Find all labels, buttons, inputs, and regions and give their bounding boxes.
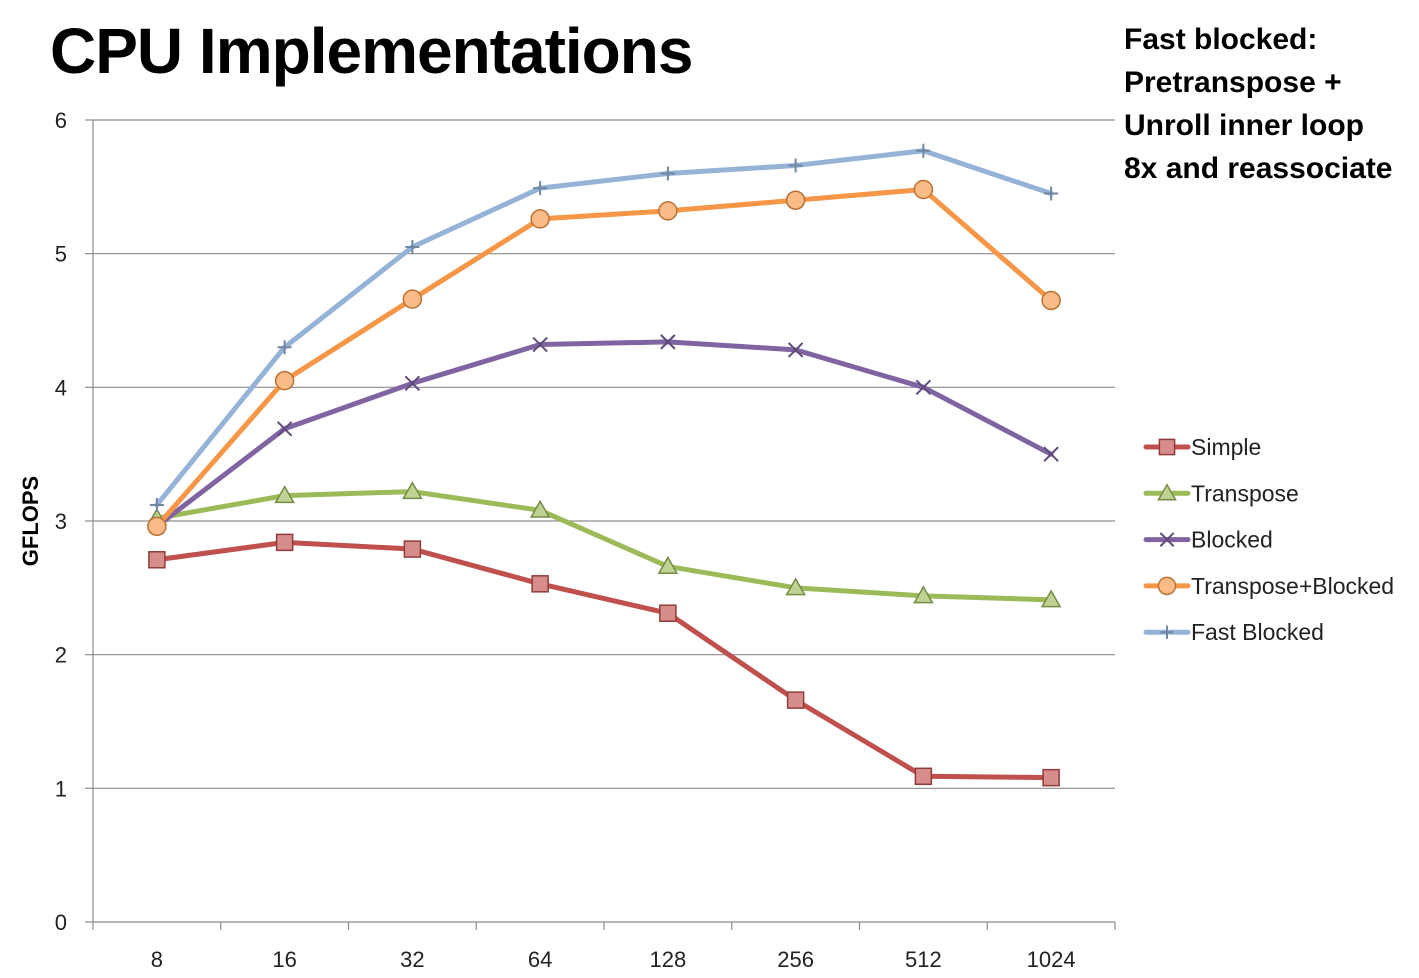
- gridlines: [93, 119, 1115, 789]
- series-line: [154, 539, 1054, 781]
- x-tick-label: 512: [905, 947, 942, 972]
- data-point: [147, 516, 167, 537]
- data-point: [659, 604, 677, 622]
- data-point: [915, 379, 932, 396]
- data-point: [276, 421, 293, 437]
- legend-entry: Simple: [1143, 434, 1261, 460]
- data-point: [914, 767, 933, 786]
- y-axis-label: GFLOPS: [18, 476, 43, 566]
- legend-marker: [1157, 483, 1177, 501]
- x-tick-label: 8: [151, 947, 163, 972]
- legend-entry: Transpose: [1143, 480, 1299, 506]
- y-tick-label: 3: [55, 509, 67, 534]
- data-point: [1042, 768, 1060, 787]
- legend-entry: Blocked: [1143, 527, 1273, 553]
- note-line: Fast blocked:: [1124, 23, 1318, 56]
- series-line: [154, 187, 1054, 529]
- data-point: [660, 334, 676, 350]
- annotation-note: Fast blocked: Pretranspose + Unroll inne…: [1124, 18, 1393, 190]
- legend-entry: Fast Blocked: [1143, 619, 1324, 645]
- data-point: [913, 179, 934, 200]
- data-point: [787, 342, 804, 358]
- series-line: [154, 148, 1054, 508]
- series-transpose-blocked: [147, 179, 1061, 537]
- data-point: [916, 143, 931, 158]
- data-point: [529, 499, 551, 518]
- data-point: [274, 485, 295, 504]
- series-blocked: [149, 334, 1059, 535]
- data-point: [275, 533, 294, 552]
- data-point: [277, 340, 292, 355]
- data-point: [403, 540, 422, 558]
- data-point: [658, 201, 678, 221]
- legend-entry: Transpose+Blocked: [1143, 573, 1394, 599]
- y-tick-label: 2: [55, 643, 67, 668]
- legend-label: Transpose+Blocked: [1191, 573, 1394, 599]
- axes: 0 1 2 3 4 5 6 8 16 32 64 128 256 512 1024 GFLOPS: [18, 108, 1116, 972]
- data-point: [274, 370, 295, 391]
- data-point: [657, 555, 679, 574]
- x-tick-label: 128: [650, 947, 687, 972]
- y-tick-label: 1: [55, 776, 67, 801]
- data-point: [1043, 446, 1059, 462]
- data-point: [148, 551, 166, 569]
- legend: Simple Transpose Blocked Transpose+Blocked F…: [1143, 434, 1394, 645]
- y-tick-label: 5: [55, 242, 67, 267]
- data-point: [660, 166, 675, 181]
- series-fast-blocked: [149, 143, 1059, 512]
- y-tick-label: 6: [55, 108, 67, 133]
- legend-marker: [1160, 625, 1174, 639]
- note-line: 8x and reassociate: [1124, 152, 1393, 185]
- legend-label: Transpose: [1191, 480, 1299, 506]
- series-lines: [146, 143, 1062, 787]
- legend-label: Blocked: [1191, 527, 1273, 553]
- x-tick-label: 256: [777, 947, 814, 972]
- data-point: [405, 239, 420, 254]
- data-point: [530, 209, 550, 229]
- legend-label: Simple: [1191, 434, 1261, 460]
- data-point: [785, 190, 806, 210]
- data-point: [785, 577, 806, 596]
- series-line: [154, 339, 1054, 529]
- data-point: [1044, 186, 1059, 201]
- x-tick-label: 32: [400, 947, 424, 972]
- series-simple: [148, 533, 1060, 787]
- data-point: [532, 336, 548, 353]
- data-point: [533, 181, 548, 196]
- note-line: Pretranspose +: [1124, 66, 1342, 99]
- data-point: [1041, 290, 1061, 311]
- data-point: [404, 375, 421, 392]
- data-point: [531, 575, 549, 593]
- data-point: [913, 585, 934, 604]
- note-line: Unroll inner loop: [1124, 109, 1364, 142]
- legend-marker: [1157, 576, 1177, 596]
- data-point: [402, 481, 423, 500]
- legend-marker: [1158, 438, 1176, 456]
- data-point: [786, 691, 805, 709]
- x-tick-label: 16: [272, 947, 296, 972]
- data-point: [149, 497, 164, 512]
- data-point: [402, 289, 423, 309]
- x-tick-label: 1024: [1027, 947, 1076, 972]
- data-point: [788, 158, 803, 173]
- y-tick-label: 4: [55, 375, 67, 400]
- series-line: [154, 489, 1054, 603]
- data-point: [1040, 589, 1062, 608]
- legend-label: Fast Blocked: [1191, 619, 1324, 645]
- legend-marker: [1159, 532, 1175, 547]
- y-tick-label: 0: [55, 910, 67, 935]
- x-tick-label: 64: [528, 947, 552, 972]
- slide-title: CPU Implementations: [50, 15, 693, 87]
